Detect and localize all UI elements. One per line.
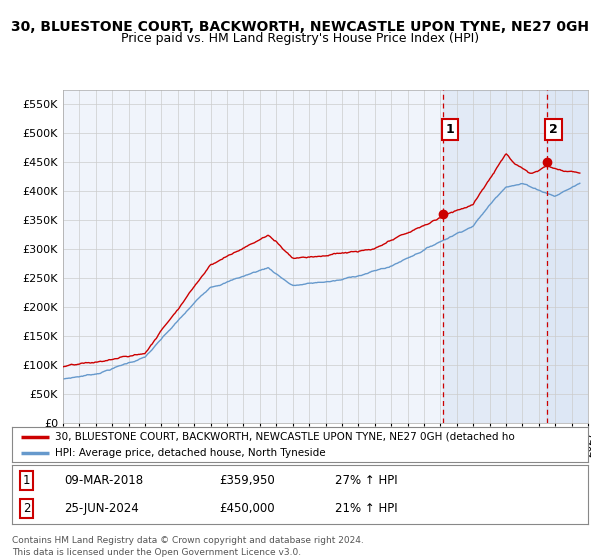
Bar xyxy=(547,90,588,423)
Text: £450,000: £450,000 xyxy=(220,502,275,515)
Text: £359,950: £359,950 xyxy=(220,474,275,487)
Text: 09-MAR-2018: 09-MAR-2018 xyxy=(64,474,143,487)
Text: 1: 1 xyxy=(23,474,30,487)
Text: 25-JUN-2024: 25-JUN-2024 xyxy=(64,502,139,515)
Text: Price paid vs. HM Land Registry's House Price Index (HPI): Price paid vs. HM Land Registry's House … xyxy=(121,32,479,45)
Text: HPI: Average price, detached house, North Tyneside: HPI: Average price, detached house, Nort… xyxy=(55,448,326,458)
Text: 21% ↑ HPI: 21% ↑ HPI xyxy=(335,502,397,515)
Text: 30, BLUESTONE COURT, BACKWORTH, NEWCASTLE UPON TYNE, NE27 0GH: 30, BLUESTONE COURT, BACKWORTH, NEWCASTL… xyxy=(11,20,589,34)
Text: 2: 2 xyxy=(23,502,30,515)
Text: 27% ↑ HPI: 27% ↑ HPI xyxy=(335,474,397,487)
Bar xyxy=(443,90,547,423)
Text: Contains HM Land Registry data © Crown copyright and database right 2024.
This d: Contains HM Land Registry data © Crown c… xyxy=(12,536,364,557)
Text: 1: 1 xyxy=(446,123,454,136)
Text: 2: 2 xyxy=(549,123,558,136)
Text: 30, BLUESTONE COURT, BACKWORTH, NEWCASTLE UPON TYNE, NE27 0GH (detached ho: 30, BLUESTONE COURT, BACKWORTH, NEWCASTL… xyxy=(55,432,515,442)
